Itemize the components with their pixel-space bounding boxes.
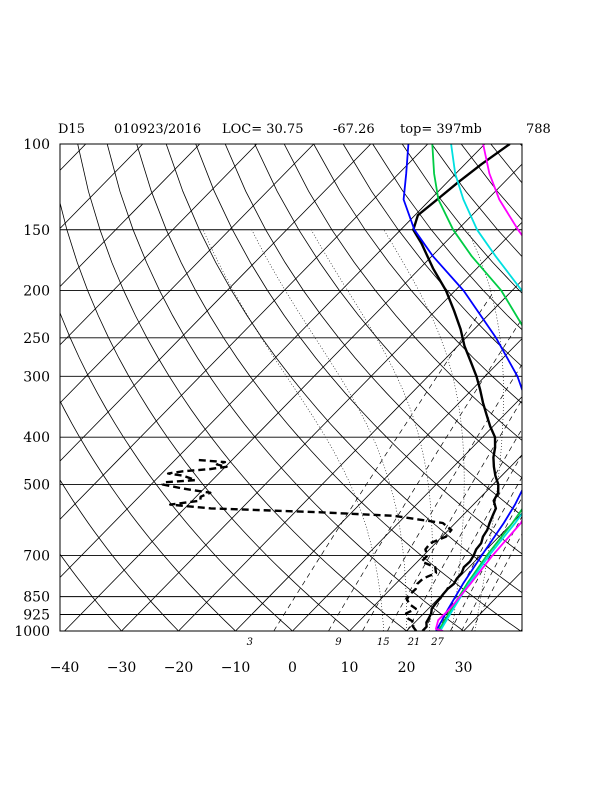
- temperature-label: −30: [107, 660, 137, 676]
- mixing-ratio-line: [328, 318, 522, 631]
- mixing-ratio-line: [273, 290, 495, 631]
- isotherm-line: [60, 144, 372, 462]
- temperature-label: 20: [398, 660, 416, 676]
- dry-adiabat-line: [224, 144, 522, 517]
- temperature-label: −10: [221, 660, 251, 676]
- temperature-label: −40: [50, 660, 80, 676]
- moist-adiabat-line: [251, 229, 407, 631]
- isotherm-line: [520, 628, 522, 631]
- mixing-ratio-label: 3: [247, 637, 253, 648]
- temperature-axis-labels: −40 −30 −20 −10 0 10 20 30: [50, 660, 473, 676]
- pressure-label: 850: [23, 590, 50, 606]
- pressure-label: 925: [23, 608, 50, 624]
- dry-adiabat-line: [372, 144, 522, 331]
- profile-line: [402, 144, 522, 631]
- mixing-ratio-labels: 3 9 15 21 27: [247, 637, 445, 648]
- pressure-label: 500: [23, 477, 50, 493]
- plot-frame: [59, 143, 523, 632]
- mixing-ratio-label: 21: [407, 637, 421, 648]
- isotherm-line: [60, 144, 144, 230]
- pressure-label: 1000: [14, 624, 50, 640]
- pressure-label: 150: [23, 223, 50, 239]
- profile-line: [435, 144, 522, 631]
- header-top: top= 397mb: [400, 122, 482, 137]
- mixing-ratio-line: [406, 428, 522, 631]
- pressure-label: 200: [23, 284, 50, 300]
- isotherm-line: [60, 144, 315, 404]
- dry-adiabat-line: [579, 144, 612, 631]
- dry-adiabat-line: [283, 144, 522, 441]
- pressure-label: 100: [23, 137, 50, 153]
- profile-line: [431, 144, 522, 631]
- header-lon: -67.26: [333, 122, 375, 137]
- dry-adiabat-line: [254, 144, 522, 479]
- header-station: D15: [58, 122, 85, 137]
- pressure-label: 700: [23, 549, 50, 565]
- isotherm-line: [235, 338, 522, 631]
- isotherm-line: [121, 221, 522, 631]
- dry-adiabat-line: [313, 144, 522, 404]
- mixing-ratio-label: 27: [430, 637, 444, 648]
- profile-line: [161, 458, 453, 631]
- temperature-label: 10: [341, 660, 359, 676]
- isotherm-line: [60, 144, 429, 520]
- dry-adiabat-line: [60, 553, 122, 631]
- dry-adiabat-line: [550, 144, 612, 631]
- mixing-ratio-label: 15: [377, 637, 390, 648]
- mixing-ratio-line: [387, 399, 522, 631]
- isotherm-line: [60, 144, 201, 288]
- profile-line: [439, 144, 522, 631]
- pressure-label: 250: [23, 331, 50, 347]
- temperature-label: 0: [288, 660, 297, 676]
- isotherm-line: [292, 396, 522, 631]
- dry-adiabat-line: [460, 144, 522, 221]
- dry-adiabat-line: [519, 144, 522, 147]
- chart-header: D15 010923/2016 LOC= 30.75 -67.26 top= 3…: [58, 122, 551, 137]
- dry-adiabat-line: [401, 144, 522, 294]
- isotherm-line: [578, 144, 612, 631]
- dry-adiabat-line: [60, 201, 350, 631]
- isotherm-line: [60, 144, 486, 579]
- isotherm-line: [60, 144, 258, 346]
- isotherm-line: [64, 163, 522, 631]
- header-loc: LOC= 30.75: [222, 122, 303, 137]
- mixing-ratio-line: [362, 363, 522, 631]
- pressure-label: 400: [23, 430, 50, 446]
- profile-line: [412, 144, 511, 631]
- moist-adiabat-line: [383, 229, 465, 631]
- header-datetime: 010923/2016: [114, 122, 201, 137]
- isotherm-line: [178, 279, 522, 631]
- moist-adiabat-line: [310, 229, 433, 631]
- header-num: 788: [526, 122, 551, 137]
- isobar-lines: [60, 143, 522, 632]
- pressure-label: 300: [23, 369, 50, 385]
- mixing-ratio-line: [450, 496, 522, 631]
- background-grid: [60, 144, 612, 631]
- sounding-profiles: [161, 144, 522, 631]
- temperature-label: 30: [455, 660, 473, 676]
- mixing-ratio-label: 9: [335, 637, 342, 648]
- moist-adiabat-line: [467, 229, 504, 631]
- temperature-label: −20: [164, 660, 194, 676]
- isotherm-line: [349, 454, 522, 631]
